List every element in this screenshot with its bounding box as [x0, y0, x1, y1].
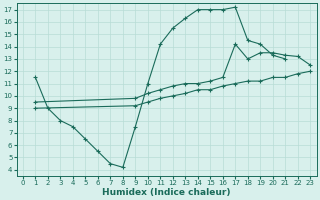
X-axis label: Humidex (Indice chaleur): Humidex (Indice chaleur): [102, 188, 231, 197]
